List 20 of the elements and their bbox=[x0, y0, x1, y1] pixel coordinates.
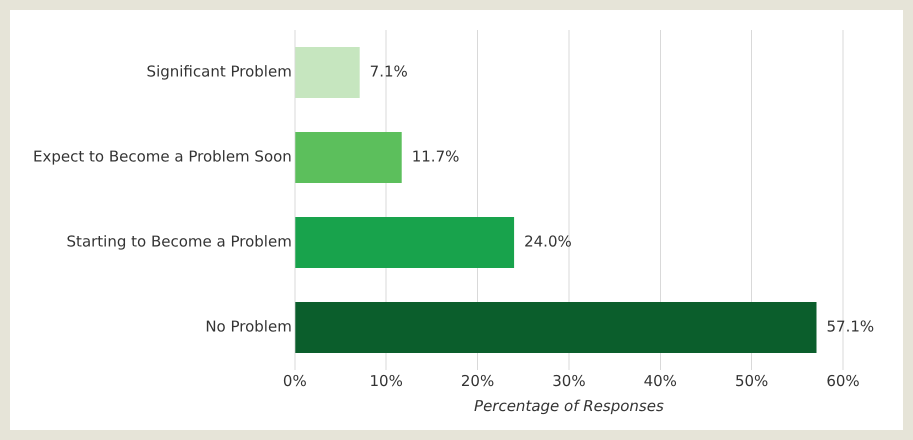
bar bbox=[295, 132, 402, 183]
bar bbox=[295, 302, 817, 353]
x-axis-title: Percentage of Responses bbox=[474, 396, 664, 415]
y-tick-label: Expect to Become a Problem Soon bbox=[32, 147, 292, 166]
y-tick-label: Significant Problem bbox=[146, 62, 292, 80]
y-tick-label: No Problem bbox=[205, 317, 292, 336]
x-tick-label: 30% bbox=[552, 372, 586, 390]
x-tick-label: 60% bbox=[826, 372, 860, 390]
x-tick-label: 40% bbox=[644, 372, 677, 390]
x-tick-label: 0% bbox=[282, 372, 307, 390]
data-label: 7.1% bbox=[370, 62, 408, 80]
data-label: 57.1% bbox=[826, 317, 874, 336]
y-tick-label: Starting to Become a Problem bbox=[66, 232, 292, 250]
bar bbox=[295, 217, 514, 268]
x-tick-label: 50% bbox=[734, 372, 768, 390]
data-label: 24.0% bbox=[524, 232, 572, 250]
data-label: 11.7% bbox=[412, 147, 460, 166]
bar bbox=[295, 47, 360, 98]
x-tick-label: 20% bbox=[460, 372, 494, 390]
x-tick-label: 10% bbox=[370, 372, 403, 390]
